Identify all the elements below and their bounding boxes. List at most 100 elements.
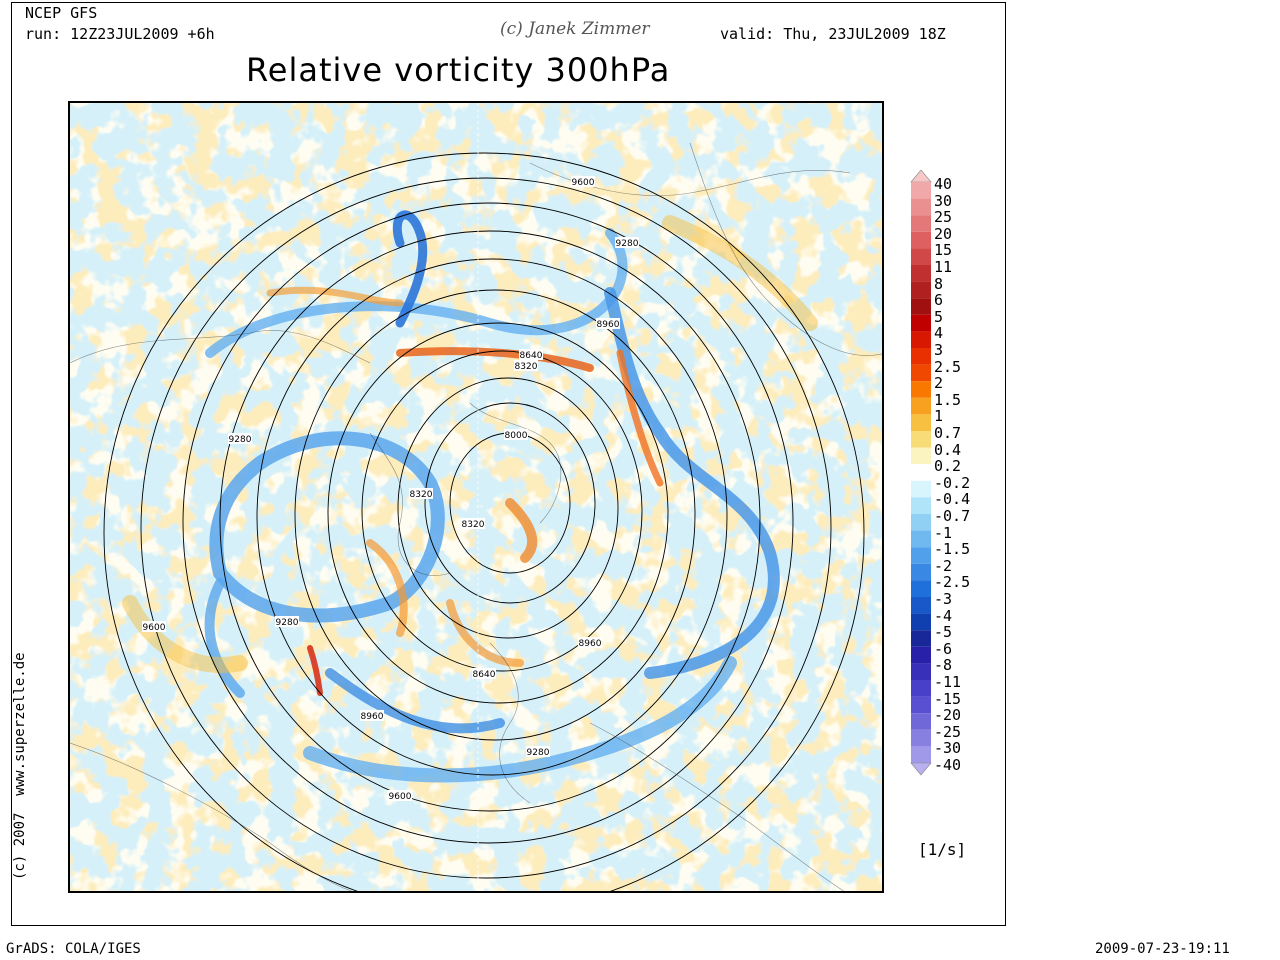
legend-level-label: -20 xyxy=(934,706,962,725)
legend-swatch xyxy=(911,198,931,216)
model-name: NCEP GFS xyxy=(25,4,98,22)
legend-swatch xyxy=(911,215,931,232)
contour-label-bg xyxy=(228,433,252,444)
contour-label: 8640 xyxy=(520,351,543,361)
valid-time: valid: Thu, 23JUL2009 18Z xyxy=(720,25,946,43)
legend-level-label: -6 xyxy=(934,639,953,658)
contour-label: 9280 xyxy=(616,239,639,249)
geographic-outlines xyxy=(70,103,882,891)
contour-label: 9280 xyxy=(276,618,299,628)
legend-level-label: -8 xyxy=(934,656,953,675)
legend-level-label: -40 xyxy=(934,756,962,774)
contour-label: 8960 xyxy=(579,639,602,649)
legend-swatch xyxy=(911,646,931,664)
legend-swatch xyxy=(911,265,931,282)
legend-swatch xyxy=(911,381,931,398)
legend-level-label: 6 xyxy=(934,291,944,310)
color-legend xyxy=(910,170,932,776)
legend-level-label: -1 xyxy=(934,523,953,542)
legend-swatch xyxy=(911,729,931,747)
contour-label-bg xyxy=(360,710,384,721)
legend-swatch xyxy=(911,580,931,597)
legend-level-label: -0.4 xyxy=(934,490,971,509)
legend-level-label: -30 xyxy=(934,739,962,758)
contour-label-bg xyxy=(388,790,412,801)
contour-label: 9600 xyxy=(143,623,166,633)
legend-swatch xyxy=(911,480,931,498)
legend-level-label: 40 xyxy=(934,175,953,193)
copyright-watermark: (c) Janek Zimmer xyxy=(500,19,650,39)
map-title: Relative vorticity 300hPa xyxy=(246,51,671,89)
legend-swatch-min xyxy=(910,762,932,776)
legend-level-label: 30 xyxy=(934,191,953,210)
contour-label-bg xyxy=(615,237,639,248)
legend-level-label: 0.2 xyxy=(934,457,962,476)
legend-level-label: 5 xyxy=(934,307,944,326)
map-graphic: 9600928089608640832080009280832083209600… xyxy=(70,103,882,891)
legend-swatch xyxy=(911,563,931,581)
contour-label: 8320 xyxy=(462,520,485,530)
legend-swatch xyxy=(911,331,931,348)
contour-label-bg xyxy=(596,318,620,329)
legend-level-label: 20 xyxy=(934,224,953,243)
legend-level-label: 2 xyxy=(934,374,944,393)
legend-swatch xyxy=(911,182,931,199)
legend-level-label: -11 xyxy=(934,673,962,691)
legend-level-label: -1.5 xyxy=(934,540,971,559)
contour-label-bg xyxy=(275,616,299,627)
legend-level-label: 25 xyxy=(934,208,953,227)
legend-swatch xyxy=(911,680,931,697)
legend-swatch xyxy=(911,663,931,680)
legend-swatch xyxy=(911,414,931,431)
legend-swatch xyxy=(911,530,931,548)
legend-level-label: 2.5 xyxy=(934,357,962,376)
contour-label-bg xyxy=(519,349,543,360)
legend-level-label: 1.5 xyxy=(934,390,962,409)
legend-level-label: -3 xyxy=(934,590,953,608)
legend-level-label: -2 xyxy=(934,556,953,575)
legend-swatch xyxy=(911,231,931,249)
contour-label-bg xyxy=(142,621,166,632)
legend-swatch xyxy=(911,514,931,531)
legend-swatch xyxy=(911,298,931,315)
contour-label-bg xyxy=(571,176,595,187)
render-timestamp: 2009-07-23-19:11 xyxy=(1095,941,1230,957)
legend-swatch xyxy=(911,397,931,415)
run-time: run: 12Z23JUL2009 +6h xyxy=(25,25,215,43)
legend-swatch xyxy=(911,613,931,631)
contour-label-bg xyxy=(514,360,538,371)
contour-label-bg xyxy=(504,429,528,440)
legend-swatch xyxy=(911,696,931,714)
legend-swatch xyxy=(911,248,931,265)
legend-level-label: -0.7 xyxy=(934,507,971,525)
legend-level-label: -25 xyxy=(934,722,962,741)
legend-level-label: 15 xyxy=(934,241,953,260)
contour-label: 9600 xyxy=(389,792,412,802)
contour-label: 9280 xyxy=(527,748,550,758)
vorticity-map[interactable]: 9600 9280 8960 8640 8320 8000 9280 8320 8320 9600… xyxy=(68,101,884,893)
legend-level-label: -2.5 xyxy=(934,573,971,592)
contour-label: 9600 xyxy=(572,178,595,188)
contour-label-bg xyxy=(409,488,433,499)
legend-level-label: 4 xyxy=(934,324,944,343)
legend-units: [1/s] xyxy=(918,840,967,859)
legend-swatch xyxy=(911,447,931,465)
contour-label: 8640 xyxy=(473,670,496,680)
legend-swatch xyxy=(911,314,931,332)
legend-level-label: 11 xyxy=(934,258,953,276)
legend-swatch xyxy=(911,547,931,564)
legend-swatch xyxy=(911,713,931,730)
geopotential-contours xyxy=(103,152,865,891)
contour-label: 8960 xyxy=(597,320,620,330)
contour-labels: 9600928089608640832080009280832083209600… xyxy=(142,176,639,802)
legend-swatch xyxy=(911,746,931,763)
contour-label: 8320 xyxy=(515,362,538,372)
software-credit: GrADS: COLA/IGES xyxy=(6,941,141,957)
legend-level-label: 1 xyxy=(934,407,944,426)
legend-swatch xyxy=(911,497,931,514)
contour-label-bg xyxy=(461,518,485,529)
legend-swatch xyxy=(911,281,931,299)
legend-level-label: -15 xyxy=(934,689,962,708)
legend-level-label: 0.7 xyxy=(934,424,962,442)
contour-label: 8960 xyxy=(361,712,384,722)
